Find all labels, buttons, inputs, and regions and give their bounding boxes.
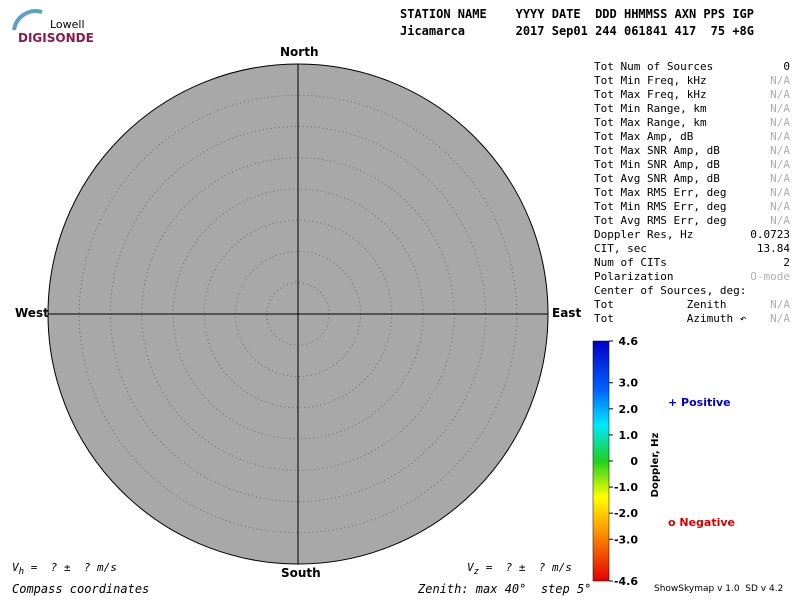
colorbar-tick-label: -4.6 [614, 575, 638, 588]
stat-label: Tot Zenith [594, 298, 727, 311]
compass-south: South [281, 566, 321, 580]
vz-sub: z [473, 566, 480, 578]
stat-value: N/A [770, 298, 790, 311]
stat-label: Tot Min RMS Err, deg [594, 200, 727, 213]
stat-label: Tot Max Amp, dB [594, 130, 694, 143]
stat-value: N/A [770, 74, 790, 87]
stat-value: N/A [770, 172, 790, 185]
stat-value: N/A [770, 158, 790, 171]
colorbar [592, 340, 610, 582]
stat-value: O-mode [750, 270, 790, 283]
stat-row: Tot Zenith N/A [594, 298, 790, 312]
stat-label: Tot Num of Sources [594, 60, 714, 73]
stat-row: Polarization O-mode [594, 270, 790, 284]
logo-bottom: DIGISONDE [18, 31, 94, 45]
stat-value: N/A [770, 116, 790, 129]
stat-label: Center of Sources, deg: [594, 284, 747, 297]
stat-row: Tot Avg SNR Amp, dB N/A [594, 172, 790, 186]
stat-value: N/A [770, 186, 790, 199]
stat-label: Doppler Res, Hz [594, 228, 694, 241]
stat-row: Tot Max SNR Amp, dB N/A [594, 144, 790, 158]
stat-row: Tot Num of Sources 0 [594, 60, 790, 74]
stat-value: 13.84 [756, 242, 790, 255]
stat-label: Num of CITs [594, 256, 667, 269]
stat-label: Tot Azimuth ↶ [594, 312, 747, 325]
stat-value: 2 [783, 256, 790, 269]
vz-symbol: V [467, 561, 474, 574]
stat-row: Tot Azimuth ↶ N/A [594, 312, 790, 326]
stat-label: Tot Max Freq, kHz [594, 88, 707, 101]
stat-row: Tot Max RMS Err, deg N/A [594, 186, 790, 200]
stat-value: 0 [783, 60, 790, 73]
stat-label: Polarization [594, 270, 674, 283]
stat-row: Tot Max Range, km N/A [594, 116, 790, 130]
stat-label: Tot Avg RMS Err, deg [594, 214, 727, 227]
vz: Vz = ? ± ? m/s [467, 561, 572, 577]
stat-value: N/A [770, 144, 790, 157]
vh: Vh = ? ± ? m/s [12, 561, 117, 577]
stat-value: 0.0723 [750, 228, 790, 241]
colorbar-tick-label: -1.0 [614, 481, 638, 494]
stat-label: Tot Max RMS Err, deg [594, 186, 727, 199]
stat-row: CIT, sec 13.84 [594, 242, 790, 256]
stat-row: Center of Sources, deg: [594, 284, 790, 298]
stat-row: Tot Max Amp, dB N/A [594, 130, 790, 144]
stat-row: Tot Min Freq, kHz N/A [594, 74, 790, 88]
colorbar-tick-label: 3.0 [619, 377, 639, 390]
vh-sub: h [18, 566, 25, 578]
compass-east: East [552, 306, 582, 320]
compass-west: West [15, 306, 49, 320]
stat-row: Tot Min RMS Err, deg N/A [594, 200, 790, 214]
stat-row: Num of CITs 2 [594, 256, 790, 270]
stat-label: Tot Min SNR Amp, dB [594, 158, 720, 171]
stat-label: CIT, sec [594, 242, 647, 255]
stat-row: Tot Max Freq, kHz N/A [594, 88, 790, 102]
logo-arc [12, 9, 43, 31]
legend-negative: o Negative [668, 516, 736, 529]
stat-value: N/A [770, 130, 790, 143]
colorbar-tick-label: 1.0 [619, 429, 639, 442]
zenith: Zenith: max 40° step 5° [418, 582, 592, 596]
colorbar-tick-label: 0 [630, 455, 638, 468]
colorbar-title: Doppler, Hz [650, 433, 661, 498]
colorbar-tick-label: -2.0 [614, 507, 638, 520]
colorbar-tick-label: 4.6 [619, 335, 639, 348]
stat-label: Tot Max SNR Amp, dB [594, 144, 720, 157]
colorbar-tick-label: 2.0 [619, 403, 639, 416]
version: ShowSkymap v 1.0 SD v 4.2 [654, 584, 784, 594]
logo-top: Lowell [50, 18, 85, 31]
stat-row: Tot Min Range, km N/A [594, 102, 790, 116]
stat-value: N/A [770, 312, 790, 325]
vh-symbol: V [12, 561, 19, 574]
stat-row: Tot Avg RMS Err, deg N/A [594, 214, 790, 228]
colorbar-tick-label: -3.0 [614, 533, 638, 546]
header-labels: STATION NAME YYYY DATE DDD HHMMSS AXN PP… [400, 7, 755, 21]
vh-text: = ? ± ? m/s [24, 561, 117, 574]
header-values: Jicamarca 2017 Sep01 244 061841 417 75 +… [400, 24, 755, 38]
stat-value: N/A [770, 200, 790, 213]
stat-value: N/A [770, 214, 790, 227]
stat-row: Tot Min SNR Amp, dB N/A [594, 158, 790, 172]
stat-label: Tot Min Range, km [594, 102, 707, 115]
stat-label: Tot Max Range, km [594, 116, 707, 129]
stat-label: Tot Avg SNR Amp, dB [594, 172, 720, 185]
stat-row: Doppler Res, Hz 0.0723 [594, 228, 790, 242]
stat-label: Tot Min Freq, kHz [594, 74, 707, 87]
stat-value: N/A [770, 88, 790, 101]
vz-text: = ? ± ? m/s [479, 561, 572, 574]
coords: Compass coordinates [12, 582, 150, 596]
legend-positive: + Positive [668, 396, 731, 409]
stat-value: N/A [770, 102, 790, 115]
compass-north: North [280, 45, 319, 59]
